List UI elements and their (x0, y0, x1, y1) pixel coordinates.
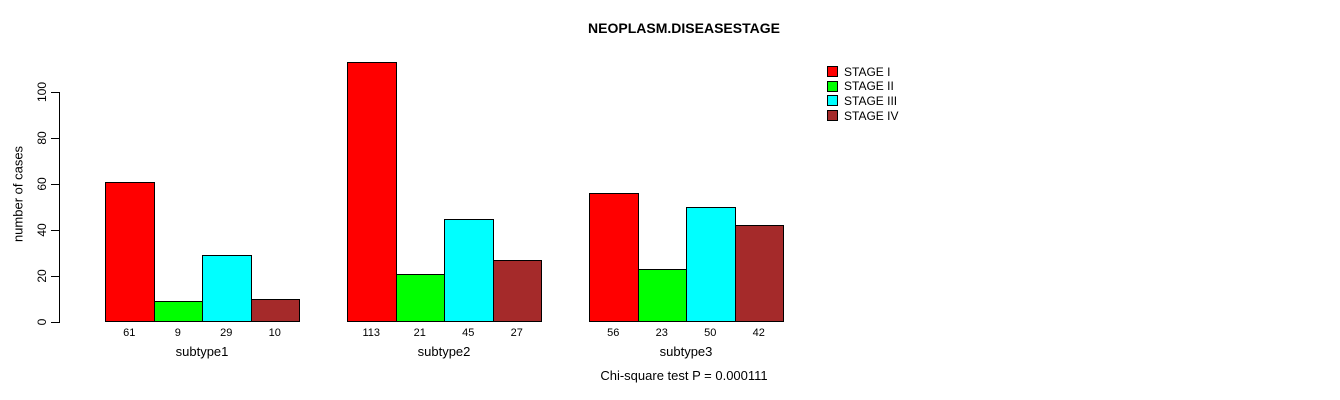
y-tick-label: 0 (35, 318, 49, 326)
y-tick-label: 40 (35, 223, 49, 237)
bar (444, 218, 494, 322)
legend-item: STAGE IV (827, 108, 899, 123)
y-tick-mark (51, 138, 59, 139)
y-tick-mark (51, 92, 59, 93)
legend-label: STAGE IV (844, 108, 899, 123)
legend-swatch (827, 66, 838, 77)
legend-label: STAGE II (844, 79, 894, 94)
bar (637, 269, 687, 322)
y-tick-label: 80 (35, 131, 49, 145)
group-label: subtype2 (417, 344, 471, 359)
bar-value-label: 42 (752, 327, 765, 339)
bar-value-label: 113 (362, 327, 381, 339)
bar-value-label: 56 (607, 327, 620, 339)
bar-value-label: 23 (655, 327, 668, 339)
y-tick-mark (51, 230, 59, 231)
y-axis-line (59, 92, 60, 323)
legend-swatch (827, 80, 838, 92)
legend-item: STAGE III (827, 93, 898, 108)
y-tick-mark (51, 184, 59, 185)
chi-square-annotation: Chi-square test P = 0.000111 (600, 368, 768, 383)
y-tick-label: 100 (35, 81, 49, 103)
bar (202, 255, 252, 322)
bar-value-label: 50 (704, 327, 717, 339)
bar-value-label: 61 (123, 327, 136, 339)
bar (395, 273, 445, 322)
bar-value-label: 21 (413, 327, 426, 339)
y-axis-label: number of cases (10, 145, 26, 243)
legend-item: STAGE I (827, 64, 898, 79)
chart-title: NEOPLASM.DISEASESTAGE (588, 20, 780, 36)
bar (105, 181, 155, 322)
legend-swatch (827, 110, 838, 122)
legend-label: STAGE III (844, 93, 898, 108)
bar-value-label: 10 (268, 327, 281, 339)
y-tick-mark (51, 276, 59, 277)
bar (734, 225, 784, 322)
bar-value-label: 45 (462, 327, 475, 339)
bar (686, 207, 736, 322)
bar-value-label: 27 (510, 327, 523, 339)
legend-label: STAGE I (844, 64, 891, 79)
bar (153, 301, 203, 322)
bar (492, 259, 542, 322)
bar-value-label: 9 (174, 327, 181, 339)
group-label: subtype3 (659, 344, 713, 359)
bar (347, 62, 397, 322)
legend-swatch (827, 95, 838, 107)
bar (250, 299, 300, 322)
y-tick-label: 60 (35, 177, 49, 191)
y-tick-label: 20 (35, 269, 49, 283)
y-tick-mark (51, 322, 59, 323)
legend-item: STAGE II (827, 79, 898, 94)
bar (589, 193, 639, 322)
legend: STAGE I STAGE II STAGE III STAGE IV (827, 64, 899, 125)
group-label: subtype1 (175, 344, 229, 359)
bar-value-label: 29 (220, 327, 233, 339)
